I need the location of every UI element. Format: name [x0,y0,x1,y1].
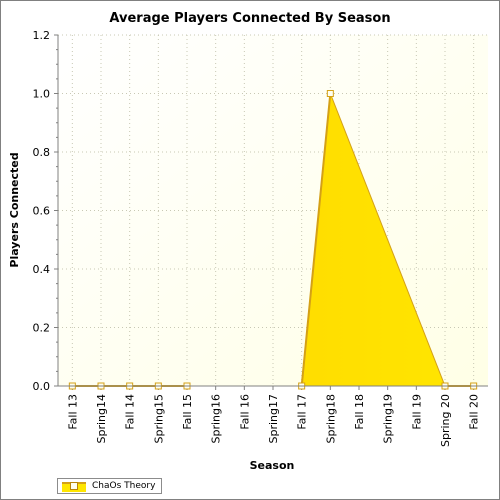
series-edge [329,93,446,387]
x-tick-label: Fall 15 [181,394,194,430]
y-axis-label: Players Connected [8,152,21,267]
x-tick-label: Fall 17 [296,394,309,430]
x-tick-label: Fall 14 [124,394,137,430]
legend-label: ChaOs Theory [92,481,156,491]
x-tick-label: Spring17 [267,394,280,444]
y-tick-label: 0.0 [33,380,51,393]
legend: ChaOs Theory [57,478,163,494]
y-tick-label: 1.0 [33,88,51,101]
plot-area: 0.0 0.2 0.4 0.6 0.8 1.0 1.2 Fall 13 Spring14 Fall… [33,29,488,447]
x-tick-label: Fall 19 [410,394,423,430]
series-area [72,93,474,386]
data-point [326,90,334,97]
y-tick-label: 0.6 [33,205,51,218]
x-tick-label: Fall 16 [238,394,251,430]
y-tick-label: 0.8 [33,146,51,159]
x-axis-label: Season [250,459,295,472]
legend-swatch-icon [62,482,86,492]
chart-title: Average Players Connected By Season [109,11,390,26]
x-tick-label: Spring14 [95,394,108,444]
x-tick-label: Spring19 [382,394,395,444]
x-tick-label: Spring 20 [439,394,452,447]
series-edge [301,93,331,387]
x-tick-label: Spring18 [324,394,337,444]
x-tick-label: Fall 18 [353,394,366,430]
x-tick-label: Fall 20 [468,394,481,430]
legend-swatch-marker [70,482,78,490]
y-tick-label: 1.2 [33,29,51,42]
x-tick-label: Fall 13 [66,394,79,430]
x-tick-label: Spring15 [152,394,165,444]
y-tick-label: 0.4 [33,263,51,276]
x-tick-label: Spring16 [210,394,223,444]
y-tick-label: 0.2 [33,322,51,335]
